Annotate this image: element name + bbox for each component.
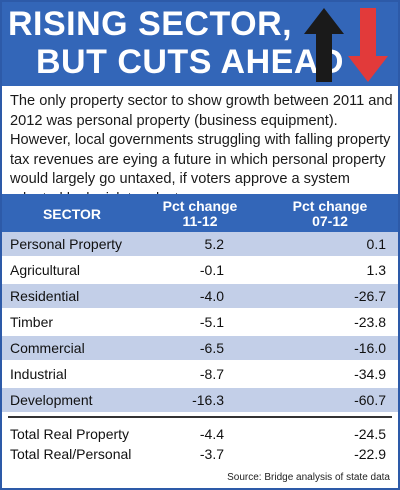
pct-07-12-value: 0.1 <box>366 236 386 252</box>
column-header-sector: SECTOR <box>42 206 102 222</box>
title-line-2: BUT CUTS AHEAD <box>36 43 344 81</box>
pct-11-12-value: 5.2 <box>204 236 224 252</box>
sector-name: Industrial <box>10 366 67 382</box>
table-header: SECTOR Pct change 11-12 Pct change 07-12 <box>2 194 398 236</box>
pct-07-12-value: -23.8 <box>354 314 386 330</box>
table-row: Agricultural -0.1 1.3 <box>2 258 398 282</box>
sector-name: Development <box>10 392 93 408</box>
up-arrow-icon <box>304 8 344 82</box>
down-arrow-icon <box>348 8 388 82</box>
pct-07-12-value: -34.9 <box>354 366 386 382</box>
column-header-pct-11-12-line1: Pct change <box>162 198 238 214</box>
table-row: Development -16.3 -60.7 <box>2 388 398 412</box>
table-row: Timber -5.1 -23.8 <box>2 310 398 334</box>
table-row: Commercial -6.5 -16.0 <box>2 336 398 360</box>
total-row: Total Real Property -4.4 -24.5 <box>2 422 398 446</box>
column-header-pct-07-12-line1: Pct change <box>292 198 368 214</box>
column-header-pct-07-12: Pct change 07-12 <box>270 199 390 229</box>
table-row: Residential -4.0 -26.7 <box>2 284 398 308</box>
total-pct-07-12-value: -24.5 <box>354 426 386 442</box>
pct-11-12-value: -16.3 <box>192 392 224 408</box>
column-header-pct-07-12-line2: 07-12 <box>312 213 348 229</box>
column-header-pct-11-12: Pct change 11-12 <box>140 199 260 229</box>
total-pct-07-12-value: -22.9 <box>354 446 386 462</box>
sector-name: Agricultural <box>10 262 81 278</box>
sector-name: Personal Property <box>10 236 123 252</box>
pct-11-12-value: -4.0 <box>199 288 224 304</box>
intro-paragraph: The only property sector to show growth … <box>10 93 393 207</box>
sector-name: Timber <box>10 314 54 330</box>
pct-11-12-value: -8.7 <box>199 366 224 382</box>
total-pct-11-12-value: -4.4 <box>199 426 224 442</box>
pct-11-12-value: -6.5 <box>199 340 224 356</box>
sector-name: Residential <box>10 288 80 304</box>
sector-name: Commercial <box>10 340 85 356</box>
total-name: Total Real Property <box>10 426 130 442</box>
pct-07-12-value: 1.3 <box>366 262 386 278</box>
table-row: Personal Property 5.2 0.1 <box>2 232 398 256</box>
total-row: Total Real/Personal -3.7 -22.9 <box>2 442 398 466</box>
table-row: Industrial -8.7 -34.9 <box>2 362 398 386</box>
pct-11-12-value: -0.1 <box>199 262 224 278</box>
title-line-1: RISING SECTOR, <box>8 5 293 43</box>
totals-divider <box>8 416 392 418</box>
pct-11-12-value: -5.1 <box>199 314 224 330</box>
pct-07-12-value: -26.7 <box>354 288 386 304</box>
total-name: Total Real/Personal <box>10 446 132 462</box>
source-note: Source: Bridge analysis of state data <box>227 472 390 483</box>
pct-07-12-value: -60.7 <box>354 392 386 408</box>
pct-07-12-value: -16.0 <box>354 340 386 356</box>
arrows-graphic <box>304 8 388 82</box>
header-banner: RISING SECTOR, BUT CUTS AHEAD <box>2 2 398 86</box>
column-header-pct-11-12-line2: 11-12 <box>182 213 218 229</box>
total-pct-11-12-value: -3.7 <box>199 446 224 462</box>
